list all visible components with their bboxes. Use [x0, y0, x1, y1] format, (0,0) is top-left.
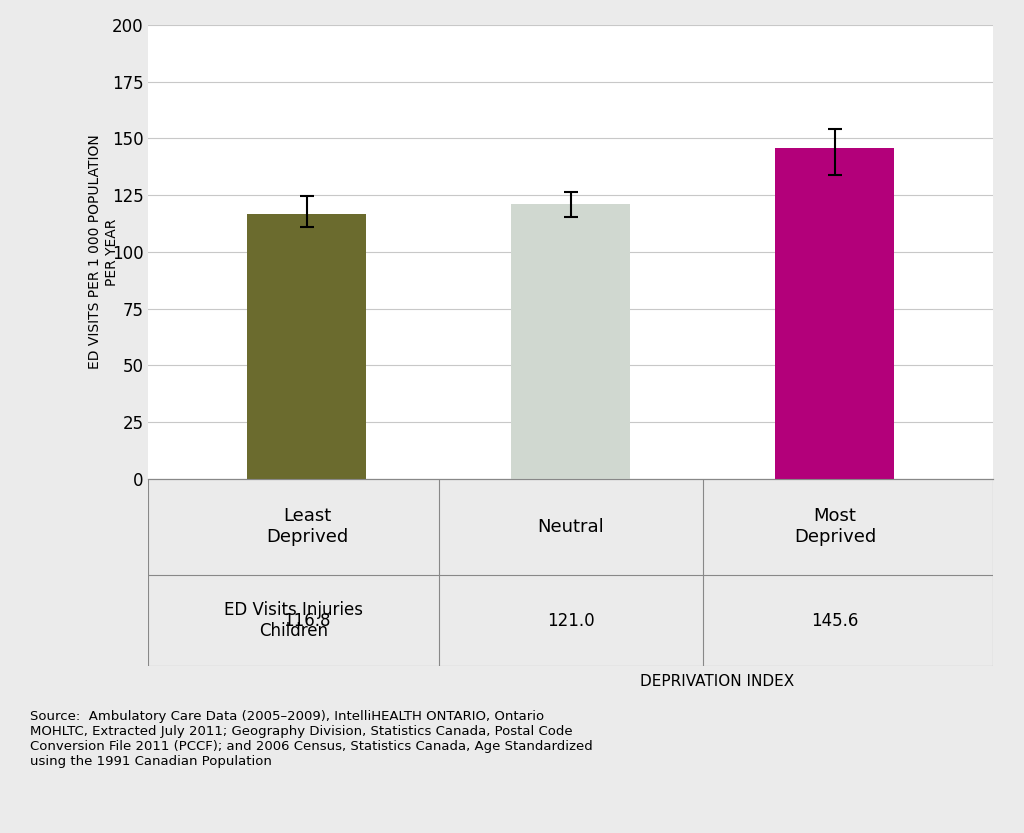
Text: 116.8: 116.8 [283, 611, 331, 630]
Y-axis label: ED VISITS PER 1 000 POPULATION
PER YEAR: ED VISITS PER 1 000 POPULATION PER YEAR [88, 135, 119, 369]
Text: DEPRIVATION INDEX: DEPRIVATION INDEX [640, 674, 795, 689]
Bar [511, 204, 631, 479]
Text: Most
Deprived: Most Deprived [794, 507, 876, 546]
Text: Source:  Ambulatory Care Data (2005–2009), IntelliHEALTH ONTARIO, Ontario
MOHLTC: Source: Ambulatory Care Data (2005–2009)… [31, 710, 593, 767]
Text: 121.0: 121.0 [547, 611, 595, 630]
Bar [775, 148, 894, 479]
Text: ED Visits Injuries
Children: ED Visits Injuries Children [224, 601, 364, 640]
Text: Least
Deprived: Least Deprived [266, 507, 348, 546]
Text: 145.6: 145.6 [811, 611, 858, 630]
Text: Neutral: Neutral [538, 518, 604, 536]
Bar [248, 214, 367, 479]
